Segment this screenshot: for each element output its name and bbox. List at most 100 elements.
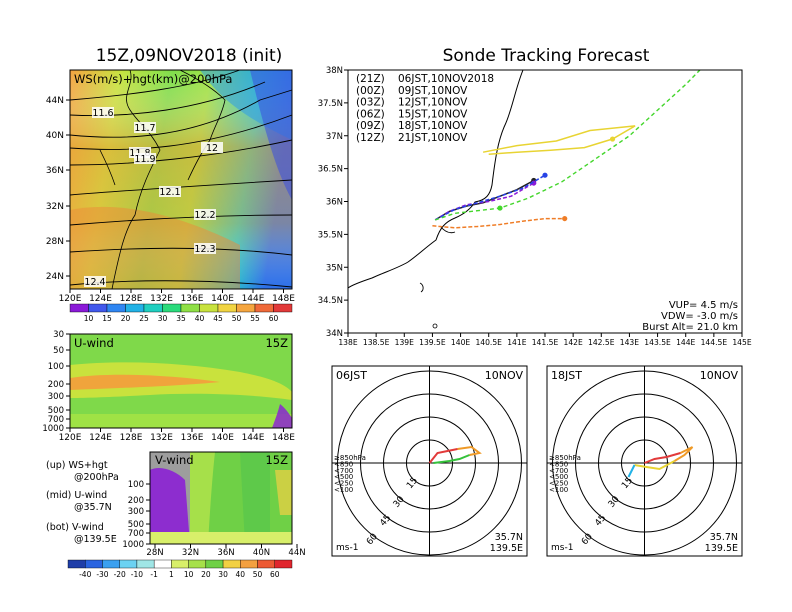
- polar-pressure-label: <250: [334, 480, 353, 488]
- pressure-tick-label: 100: [48, 362, 64, 372]
- lat-tick-label: 44N: [46, 96, 64, 106]
- track-legend-code: (12Z): [356, 132, 385, 144]
- lon-tick-label: 140E: [211, 294, 234, 304]
- lon-tick-label: 140E: [211, 433, 234, 443]
- contour-label-bg: [92, 107, 114, 118]
- colorbar-swatch: [205, 559, 224, 569]
- lon-tick-label: 144.5E: [701, 338, 728, 347]
- u-wind-time: 15Z: [265, 336, 288, 350]
- v-wind-label: V-wind: [155, 453, 194, 467]
- colorbar-swatch: [217, 303, 237, 313]
- pressure-tick-label: 1000: [122, 540, 144, 550]
- left-legend: (up) WS+hgt@200hPa (mid) U-wind@35.7N (bot…: [46, 460, 119, 545]
- lon-tick-label: 120E: [59, 294, 82, 304]
- pressure-tick-label: 50: [53, 346, 64, 356]
- colorbar-tick-label: -40: [79, 570, 91, 579]
- lat-tick-label: 34.5N: [318, 296, 343, 306]
- legend-line: @35.7N: [74, 502, 112, 513]
- contour-label-bg: [201, 142, 223, 153]
- polar-pressure-label: <700: [334, 467, 353, 475]
- colorbar-tick-label: 20: [201, 570, 211, 579]
- pressure-tick-label: 100: [128, 480, 144, 490]
- lat-tick-label: 36N: [46, 166, 64, 176]
- contour-label: 12.2: [194, 210, 215, 221]
- right-title: Sonde Tracking Forecast: [443, 46, 650, 66]
- contour-label-bg: [159, 186, 181, 197]
- contour-label-bg: [129, 147, 151, 158]
- v-wind-x-ticks: 28N 32N 36N 40N 44N: [146, 544, 306, 558]
- colorbar-swatch: [180, 303, 200, 313]
- contour-label: 12.4: [84, 277, 105, 288]
- track-legend: (21Z) 06JST,10NOV2018 (00Z) 09JST,10NOV (03Z…: [356, 73, 494, 144]
- track-series-line: [432, 217, 565, 229]
- track-legend-time: 09JST,10NOV: [398, 85, 468, 97]
- polar-pressure-label: <500: [334, 473, 353, 481]
- colorbar-tick-label: -1: [150, 570, 158, 579]
- colorbar-tick-label: 25: [139, 314, 149, 323]
- colorbar-swatch: [199, 303, 219, 313]
- pressure-tick-label: 300: [128, 507, 144, 517]
- polar-pressure-label: <250: [549, 480, 568, 488]
- polar-time-label: 06JST: [336, 369, 367, 382]
- lon-tick-label: 140E: [451, 338, 470, 347]
- v-wind-panel: [149, 451, 293, 545]
- contour-label-bg: [134, 122, 156, 133]
- hodograph-segment: [433, 454, 470, 464]
- polar-pressure-label: <700: [549, 467, 568, 475]
- track-legend-code: (03Z): [356, 97, 385, 109]
- track-legend-time: 06JST,10NOV2018: [398, 73, 494, 85]
- colorbar-tick-label: 50: [253, 570, 263, 579]
- hodograph-segment: [634, 460, 675, 471]
- hodograph-segment: [627, 464, 636, 478]
- track-series-line: [434, 70, 701, 221]
- hodograph-segment: [457, 445, 482, 456]
- polar-ring-label: 60: [580, 532, 595, 547]
- track-series-line: [434, 174, 546, 221]
- colorbar-swatch: [136, 559, 155, 569]
- legend-line: (bot) V-wind: [46, 522, 104, 533]
- polar-pressure-label: <100: [334, 486, 353, 494]
- lon-tick-label: 144E: [676, 338, 695, 347]
- polar-lat-label: 35.7N: [710, 532, 738, 543]
- track-series-line: [482, 125, 636, 155]
- polar-ring-label: 15: [620, 476, 635, 491]
- colorbar-swatch: [222, 559, 241, 569]
- lat-tick-label: 37N: [326, 132, 343, 142]
- polar-lon-label: 139.5E: [705, 543, 738, 554]
- colorbar-swatch: [236, 303, 256, 313]
- lon-tick-label: 144E: [242, 433, 265, 443]
- track-param: VUP= 4.5 m/s: [669, 300, 738, 311]
- track-legend-time: 15JST,10NOV: [398, 108, 468, 120]
- lon-tick-label: 138.5E: [363, 338, 390, 347]
- colorbar-swatch: [69, 303, 89, 313]
- left-lon-ticks: 120E 124E 128E 132E 136E 140E 144E 148E: [59, 289, 295, 304]
- colorbar-tick-label: 50: [232, 314, 242, 323]
- track-legend-code: (21Z): [356, 73, 385, 85]
- lat-tick-label: 35.5N: [318, 230, 343, 240]
- pressure-tick-label: 30: [53, 330, 64, 340]
- lat-tick-label: 28N: [146, 548, 163, 558]
- contour-label: 11.6: [92, 108, 113, 119]
- lon-tick-label: 143E: [620, 338, 639, 347]
- ws-map-panel: [69, 69, 293, 290]
- track-endpoint: [562, 215, 568, 222]
- colorbar-swatch: [85, 559, 103, 569]
- colorbar-tick-label: 45: [213, 314, 223, 323]
- colorbar-swatch: [153, 559, 172, 569]
- contour-label-bg: [84, 276, 106, 287]
- contour-label: 11.9: [134, 154, 155, 165]
- lon-tick-label: 124E: [89, 433, 112, 443]
- colorbar-tick-label: 10: [184, 570, 194, 579]
- colorbar-tick-label: 55: [250, 314, 260, 323]
- polar-unit-label: ms-1: [336, 543, 358, 553]
- colorbar-tick-label: 40: [195, 314, 205, 323]
- colorbar-tick-label: -10: [131, 570, 143, 579]
- u-wind-x-ticks: 120E 124E 128E 132E 136E 140E 144E 148E: [59, 428, 295, 443]
- lon-tick-label: 139.5E: [419, 338, 446, 347]
- contour-label: 12.1: [159, 187, 180, 198]
- lon-tick-label: 141.5E: [532, 338, 559, 347]
- colorbar-tick-label: 1: [169, 570, 174, 579]
- colorbar-swatch: [125, 303, 145, 313]
- hodograph-segment: [644, 452, 681, 464]
